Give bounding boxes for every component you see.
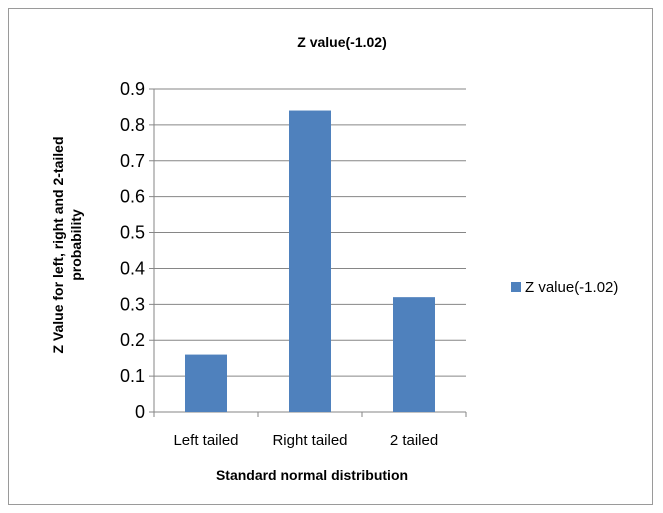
legend: Z value(-1.02) bbox=[511, 279, 618, 296]
bar bbox=[393, 297, 435, 412]
y-tick-label: 0.7 bbox=[120, 151, 145, 171]
y-axis-title: Z Value for left, right and 2-tailed pro… bbox=[50, 136, 84, 353]
y-tick-label: 0.1 bbox=[120, 366, 145, 386]
x-axis-title: Standard normal distribution bbox=[216, 467, 408, 483]
y-axis-ticks: 0 0.1 0.2 0.3 0.4 0.5 0.6 0.7 0.8 0.9 bbox=[120, 79, 145, 422]
bar bbox=[289, 110, 331, 413]
bar bbox=[185, 354, 227, 412]
y-tick-label: 0.4 bbox=[120, 258, 145, 278]
x-category-label: Right tailed bbox=[272, 432, 347, 449]
y-tick-label: 0.2 bbox=[120, 330, 145, 350]
chart-title: Z value(-1.02) bbox=[297, 34, 386, 50]
y-tick-label: 0.5 bbox=[120, 223, 145, 243]
legend-label: Z value(-1.02) bbox=[525, 279, 618, 296]
y-tick-label: 0.6 bbox=[120, 187, 145, 207]
y-tick-label: 0.8 bbox=[120, 115, 145, 135]
y-tick-label: 0.3 bbox=[120, 294, 145, 314]
y-tick-label: 0 bbox=[135, 402, 145, 422]
legend-swatch bbox=[511, 282, 521, 292]
x-axis-categories: Left tailed Right tailed 2 tailed bbox=[173, 432, 438, 449]
y-tick-label: 0.9 bbox=[120, 79, 145, 99]
x-category-label: 2 tailed bbox=[390, 432, 438, 449]
y-axis-title-line-1: Z Value for left, right and 2-tailed bbox=[50, 136, 66, 353]
x-category-label: Left tailed bbox=[173, 432, 238, 449]
y-axis-title-line-2: probability bbox=[68, 209, 84, 281]
bars bbox=[185, 110, 435, 413]
